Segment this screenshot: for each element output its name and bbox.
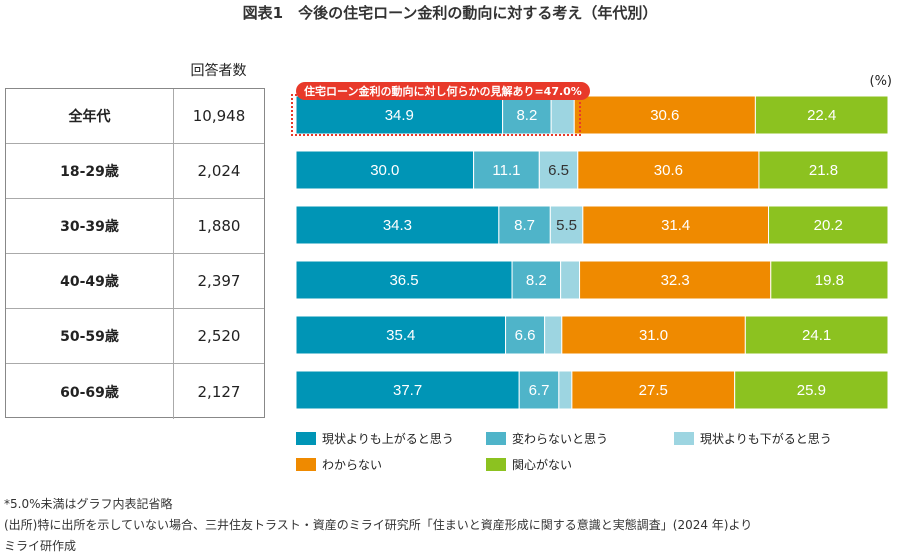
- respondent-count: 2,397: [197, 272, 241, 290]
- table-row: 全年代 10,948: [6, 89, 264, 144]
- table-row: 60-69歳 2,127: [6, 364, 264, 419]
- bar-segment: [768, 205, 889, 245]
- bar-segment: [560, 260, 581, 300]
- legend-swatch: [296, 432, 316, 445]
- note-source: (出所)特に出所を示していない場合、三井住友トラスト・資産のミライ研究所「住まい…: [4, 518, 753, 532]
- data-label: 6.5: [548, 162, 569, 179]
- data-label: 24.1: [802, 327, 831, 344]
- bar-segment: [498, 205, 551, 245]
- age-group-label: 全年代: [6, 89, 174, 143]
- age-group-label: 18-29歳: [6, 144, 174, 198]
- data-label: 6.7: [529, 382, 550, 399]
- respondent-count: 2,024: [197, 162, 241, 180]
- age-group-label: 40-49歳: [6, 254, 174, 308]
- age-group-label: 60-69歳: [6, 364, 174, 419]
- note-threshold: *5.0%未満はグラフ内表記省略: [4, 497, 173, 511]
- data-label: 8.2: [526, 272, 547, 289]
- bar-segment: [561, 315, 746, 355]
- bar-segment: [558, 370, 573, 410]
- age-group-label: 30-39歳: [6, 199, 174, 253]
- data-label: 30.0: [370, 162, 399, 179]
- data-label: 31.4: [661, 217, 690, 234]
- data-label: 34.9: [385, 107, 414, 124]
- legend-label: 変わらないと思う: [512, 432, 609, 446]
- bar-segment: [295, 370, 520, 410]
- bar-segment: [579, 260, 772, 300]
- legend-item: 関心がない: [486, 456, 572, 473]
- data-label: 27.5: [639, 382, 668, 399]
- bar-segment: [538, 150, 579, 190]
- chart-title: 図表1 今後の住宅ローン金利の動向に対する考え（年代別）: [242, 4, 658, 22]
- respondents-header: 回答者数: [190, 63, 247, 79]
- data-label: 37.7: [393, 382, 422, 399]
- table-row: 40-49歳 2,397: [6, 254, 264, 309]
- respondent-count: 2,127: [197, 382, 241, 401]
- data-label: 20.2: [814, 217, 843, 234]
- data-label: 11.1: [492, 162, 520, 179]
- data-label: 22.4: [807, 107, 836, 124]
- respondent-count: 10,948: [192, 107, 246, 125]
- bar-segment: [573, 95, 756, 135]
- table-row: 18-29歳 2,024: [6, 144, 264, 199]
- bar-segment: [770, 260, 889, 300]
- data-label: 31.0: [639, 327, 668, 344]
- data-label: 6.6: [515, 327, 536, 344]
- legend-label: 現状よりも上がると思う: [322, 432, 454, 446]
- respondent-count: 2,520: [197, 327, 241, 345]
- age-group-label: 50-59歳: [6, 309, 174, 363]
- legend-item: わからない: [296, 456, 382, 473]
- legend-label: 関心がない: [512, 458, 573, 472]
- legend-item: 変わらないと思う: [486, 430, 608, 447]
- respondents-table: 全年代 10,948 18-29歳 2,024 30-39歳 1,880 40-49歳 2,3…: [5, 88, 265, 419]
- highlight-box: [291, 94, 581, 136]
- legend-swatch: [674, 432, 694, 445]
- legend-swatch: [486, 458, 506, 471]
- bar-segment: [502, 95, 552, 135]
- bar-segment: [295, 315, 507, 355]
- legend-item: 現状よりも上がると思う: [296, 430, 454, 447]
- respondent-count: 1,880: [197, 217, 241, 235]
- legend-label: 現状よりも下がると思う: [700, 432, 832, 446]
- legend-label: わからない: [322, 458, 383, 472]
- data-label: 32.3: [661, 272, 690, 289]
- bar-segment: [518, 370, 560, 410]
- data-label: 25.9: [797, 382, 826, 399]
- data-label: 36.5: [389, 272, 418, 289]
- data-label: 8.7: [514, 217, 535, 234]
- data-label: 30.6: [654, 162, 683, 179]
- bar-segment: [758, 150, 889, 190]
- data-label: 21.8: [809, 162, 838, 179]
- stacked-bar-chart: 34.9 8.2 30.6 22.4 30.0 11.1 6.5 30.6 21.8 34.3 8.…: [295, 95, 889, 410]
- data-label: 5.5: [556, 217, 577, 234]
- table-row: 30-39歳 1,880: [6, 199, 264, 254]
- table-row: 50-59歳 2,520: [6, 309, 264, 364]
- bar-segment: [505, 315, 546, 355]
- data-label: 8.2: [516, 107, 537, 124]
- bar-segment: [734, 370, 889, 410]
- legend-swatch: [486, 432, 506, 445]
- data-label: 19.8: [815, 272, 844, 289]
- highlight-label: 住宅ローン金利の動向に対し何らかの見解あり=47.0%: [296, 82, 590, 100]
- bar-segment: [295, 150, 475, 190]
- bar-segment: [544, 315, 563, 355]
- bar-segment: [295, 205, 500, 245]
- notes: *5.0%未満はグラフ内表記省略 (出所)特に出所を示していない場合、三井住友ト…: [4, 494, 752, 557]
- data-label: 34.3: [383, 217, 412, 234]
- unit-label: (%): [869, 74, 893, 89]
- bar-segment: [754, 95, 889, 135]
- legend-swatch: [296, 458, 316, 471]
- bar-segment: [744, 315, 889, 355]
- data-label: 35.4: [386, 327, 415, 344]
- data-label: 30.6: [650, 107, 679, 124]
- bar-segment: [473, 150, 540, 190]
- bar-segment: [511, 260, 562, 300]
- bar-segment: [571, 370, 736, 410]
- note-author: ミライ研作成: [4, 539, 77, 553]
- legend-item: 現状よりも下がると思う: [674, 430, 832, 447]
